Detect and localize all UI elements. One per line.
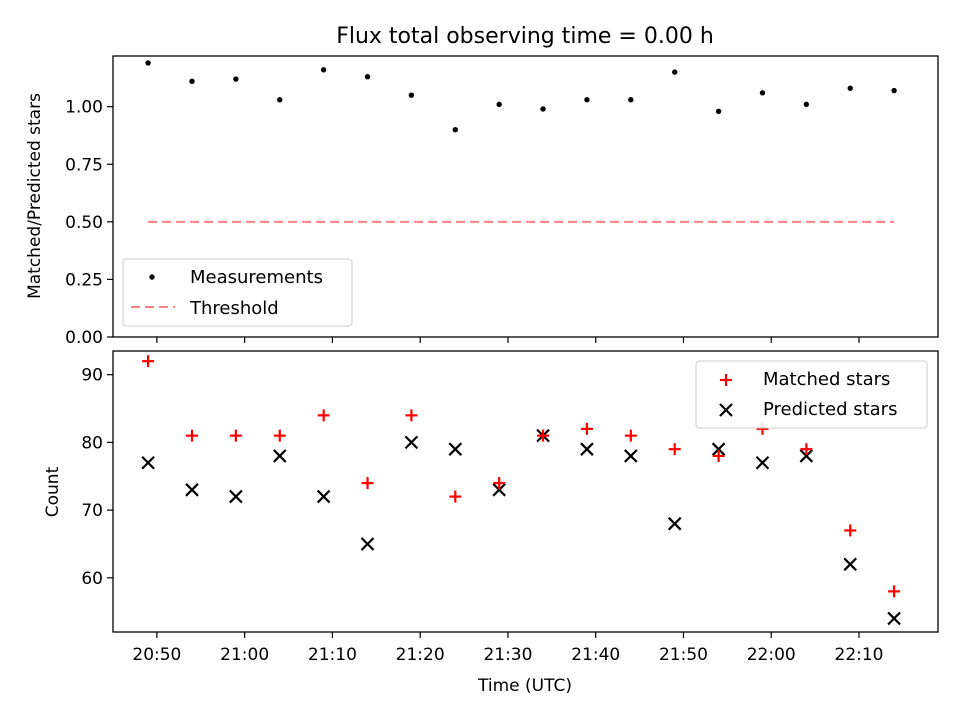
predicted-star-point [448,442,463,456]
matched-star-point [888,585,901,598]
top-y-tick-label: 1.00 [65,98,103,118]
measurement-point [540,106,546,112]
predicted-star-point [272,449,287,463]
top-panel: Flux total observing time = 0.00 h Match… [25,24,939,348]
predicted-star-point [316,489,331,504]
measurement-point [189,78,195,85]
matched-star-point [712,449,725,462]
predicted-star-point [185,483,199,497]
bottom-y-axis-label: Count [43,466,63,517]
measurement-point [847,85,853,91]
measurement-point [145,60,151,66]
predicted-star-point [141,455,155,470]
predicted-star-point [711,442,726,456]
matched-star-point [142,355,155,368]
matched-star-point [844,524,857,537]
top-y-tick-label: 0.00 [65,328,103,348]
measurement-point [759,90,766,96]
predicted-star-point [843,557,858,572]
count-points [141,355,901,626]
bottom-x-axis-label: Time (UTC) [477,676,572,696]
measurement-point [408,92,415,98]
predicted-star-point [580,442,594,456]
bottom-legend-box [695,360,928,429]
bottom-y-tick-label: 70 [81,501,103,521]
predicted-star-point [755,455,770,470]
bottom-x-tick-label: 21:30 [483,645,532,665]
matched-star-point [273,429,286,442]
bottom-x-tick-label: 21:40 [571,645,620,665]
measurement-point [277,97,283,103]
matched-star-point [361,477,374,490]
measurement-point [891,87,897,94]
matched-star-point [185,429,198,442]
matched-star-point [449,490,462,503]
legend-predicted-marker [719,403,733,417]
top-legend: Measurements Threshold [122,258,353,327]
legend-threshold-label: Threshold [189,298,279,319]
matched-star-point [537,429,550,442]
measurement-point [452,127,458,133]
matched-star-point [405,409,418,422]
measurement-point [715,108,722,114]
bottom-x-ticks: 20:50 21:00 21:10 21:20 21:30 21:40 21:50 22:00… [132,632,884,665]
bottom-plot-frame [112,350,939,633]
matched-star-point [624,429,637,442]
bottom-y-tick-label: 60 [81,569,103,589]
legend-matched-marker [720,374,732,386]
top-plot-frame [112,55,939,338]
bottom-panel: Count Time (UTC) 60 70 80 90 20:50 21:00 21:1… [43,350,939,696]
matched-star-point [317,409,330,422]
top-y-tick-label: 0.75 [65,155,103,175]
bottom-x-tick-label: 22:10 [835,645,884,665]
measurement-point [320,67,327,73]
bottom-x-tick-label: 20:50 [132,645,181,665]
predicted-star-point [799,449,814,463]
predicted-star-point [887,611,901,626]
matched-star-point [668,443,681,456]
measurement-point [628,97,634,103]
matched-star-point [580,422,593,435]
bottom-legend: Matched stars Predicted stars [695,360,928,429]
top-x-ticks [156,337,860,343]
measurement-point [233,76,239,82]
measurement-point [496,101,502,108]
bottom-x-tick-label: 21:20 [396,645,445,665]
bottom-y-tick-label: 80 [81,433,103,453]
predicted-star-point [360,537,375,551]
matched-star-point [229,429,242,442]
legend-matched-label: Matched stars [763,369,890,390]
top-y-tick-label: 0.50 [65,213,103,233]
bottom-y-tick-label: 90 [81,366,103,386]
measurement-point [672,69,678,75]
predicted-star-point [404,435,419,450]
measurement-point [803,101,810,108]
bottom-x-tick-label: 21:10 [308,645,357,665]
predicted-star-point [667,516,682,531]
measurement-points [145,60,897,133]
bottom-x-tick-label: 21:50 [659,645,708,665]
legend-measurements-marker [149,274,155,280]
predicted-star-point [492,483,506,497]
top-y-tick-label: 0.25 [65,270,103,290]
top-y-ticks: 0.00 0.25 0.50 0.75 1.00 [65,98,113,348]
bottom-x-tick-label: 22:00 [747,645,796,665]
predicted-star-point [624,449,638,463]
top-y-axis-label: Matched/Predicted stars [25,93,45,299]
bottom-y-ticks: 60 70 80 90 [81,366,113,589]
legend-predicted-label: Predicted stars [763,399,897,420]
legend-measurements-label: Measurements [190,267,323,288]
measurement-point [364,74,371,80]
top-legend-box [122,258,353,327]
matched-star-point [493,477,506,490]
bottom-x-tick-label: 21:00 [220,645,269,665]
predicted-star-point [229,489,243,504]
top-chart-title: Flux total observing time = 0.00 h [336,24,714,49]
measurement-point [584,97,590,103]
matched-star-point [800,443,813,456]
